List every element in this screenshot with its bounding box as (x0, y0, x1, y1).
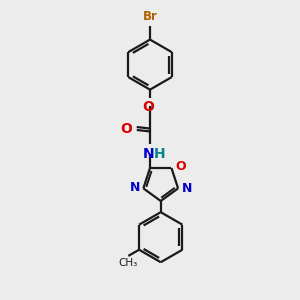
Text: O: O (121, 122, 132, 136)
Text: N: N (130, 181, 140, 194)
Text: O: O (175, 160, 186, 173)
Text: O: O (142, 100, 154, 114)
Text: N: N (143, 147, 154, 161)
Text: CH₃: CH₃ (119, 258, 138, 268)
Text: H: H (154, 147, 165, 161)
Text: Br: Br (142, 11, 158, 23)
Text: N: N (182, 182, 192, 195)
